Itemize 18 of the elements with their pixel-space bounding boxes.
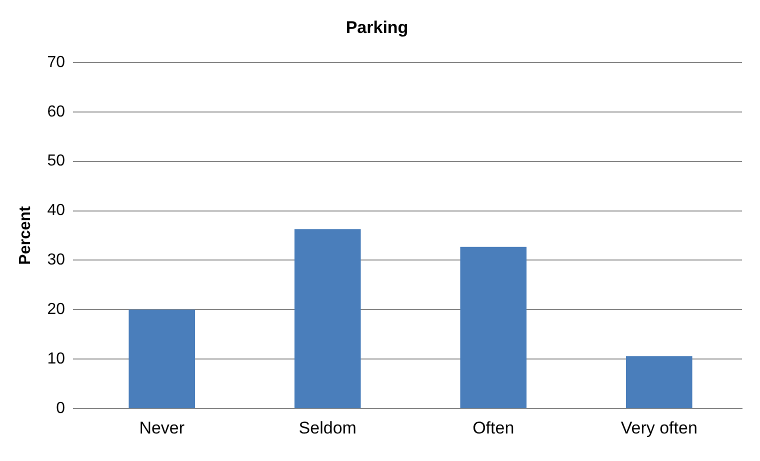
bar: [626, 356, 692, 408]
y-tick-label: 50: [47, 152, 66, 170]
y-tick-label: 40: [47, 202, 66, 220]
y-tick-label: 20: [47, 301, 66, 318]
y-tick-label: 30: [47, 252, 66, 269]
chart-title: Parking: [346, 18, 408, 37]
y-tick-label: 0: [56, 400, 66, 418]
x-tick-label: Seldom: [298, 418, 356, 438]
bar: [294, 229, 361, 408]
x-tick-label: Never: [139, 418, 185, 438]
y-tick-label: 60: [47, 103, 66, 120]
x-tick-label: Very often: [620, 418, 698, 438]
y-tick-label: 10: [47, 350, 66, 368]
y-axis-title: Percent: [17, 205, 34, 265]
bar: [460, 246, 527, 408]
bar: [128, 310, 196, 408]
x-tick-label: Often: [472, 418, 514, 438]
y-tick-label: 70: [47, 54, 66, 71]
